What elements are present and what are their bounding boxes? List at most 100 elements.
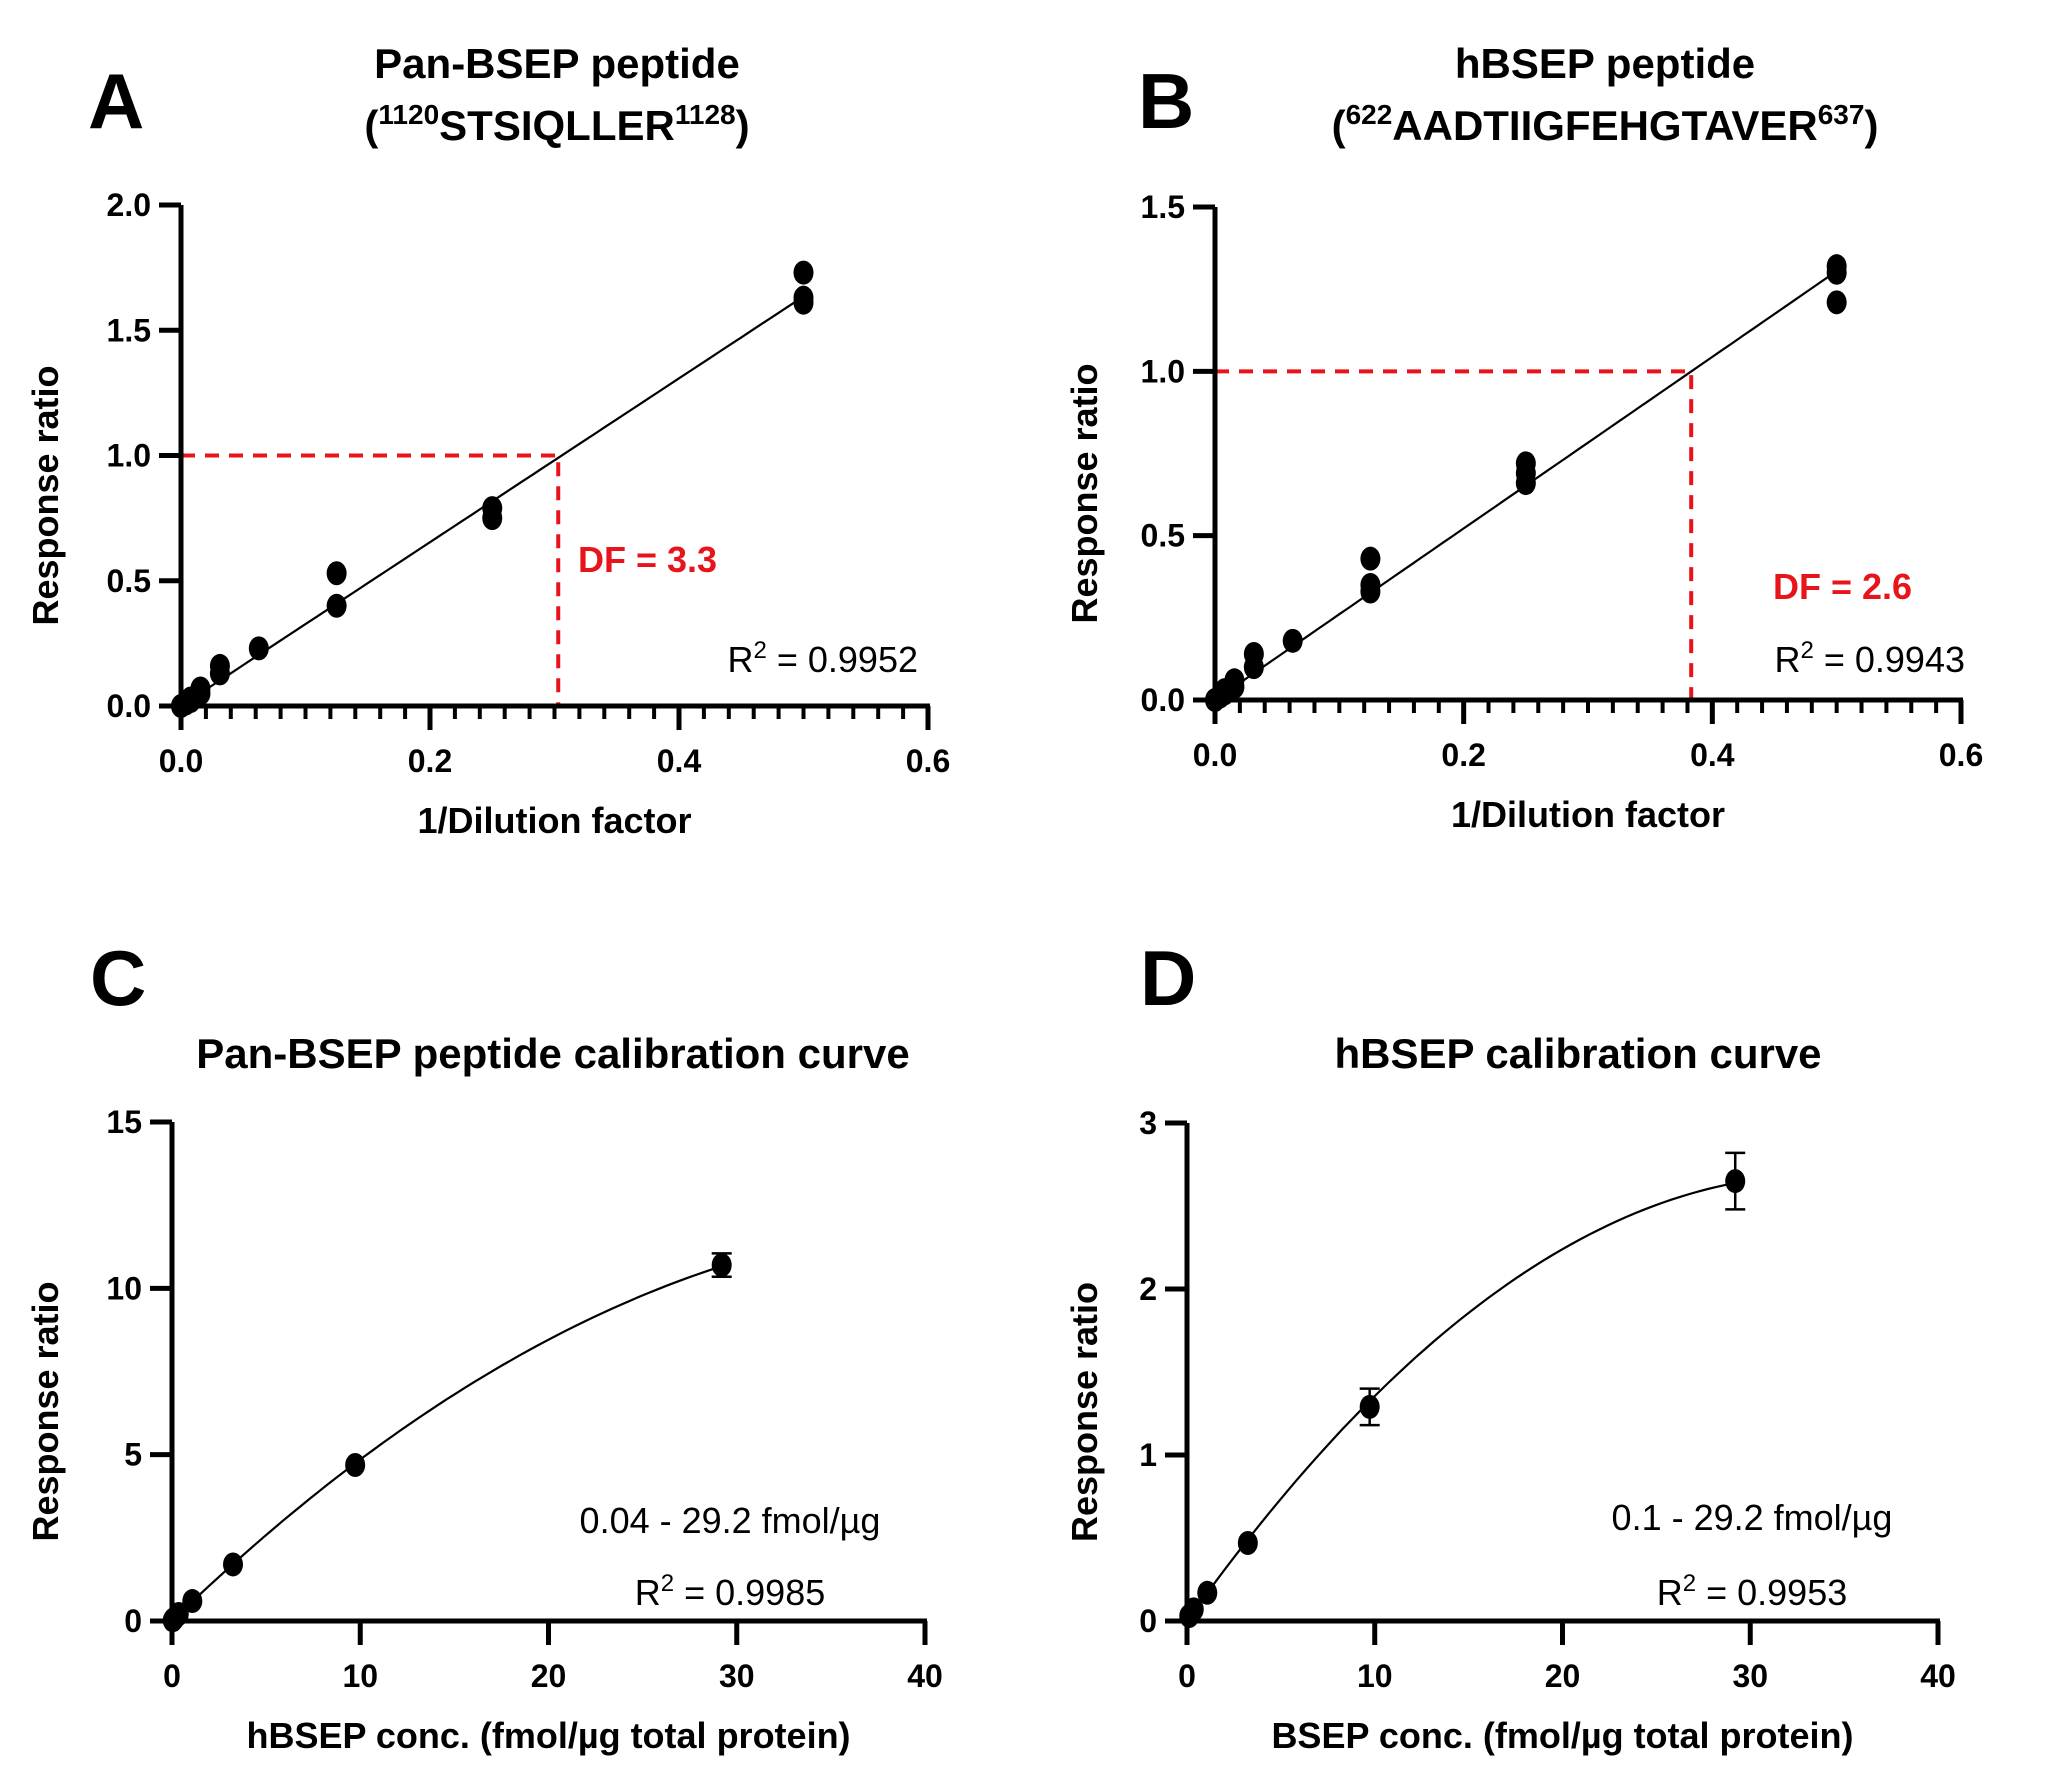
reference-guide-line xyxy=(181,453,561,706)
plot-area-b: 0.0 0.5 1.0 1.5 0.0 0.2 0.4 0.6 1/Dilution facto… xyxy=(1064,189,1983,835)
r2-value: = 0.9953 xyxy=(1696,1572,1847,1613)
x-tick-label: 0.2 xyxy=(1441,737,1485,773)
data-point xyxy=(1205,688,1225,712)
y-tick-label: 15 xyxy=(106,1104,142,1140)
data-point xyxy=(1243,655,1264,680)
y-tick-label: 1.5 xyxy=(1141,189,1185,225)
y-axis-label: Response ratio xyxy=(25,365,66,625)
data-point xyxy=(482,506,503,531)
x-tick-label: 0.6 xyxy=(1939,737,1983,773)
panel-b-title-line2: (622AADTIIGFEHGTAVER637) xyxy=(1332,99,1879,149)
panel-c: C Pan-BSEP peptide calibration curve 0 5 1… xyxy=(25,934,943,1756)
data-point xyxy=(793,260,814,285)
r-squared-d: R2 = 0.9953 xyxy=(1657,1570,1848,1613)
title-sequence: AADTIIGFEHGTAVER xyxy=(1392,102,1817,149)
title-sup-start: 1120 xyxy=(378,99,439,130)
title-close-paren: ) xyxy=(736,102,750,149)
data-point xyxy=(1183,1597,1204,1622)
x-tick-label: 0.2 xyxy=(408,743,452,779)
y-tick-label: 1 xyxy=(1139,1437,1157,1473)
x-tick-label: 0.6 xyxy=(906,743,950,779)
r2-prefix: R xyxy=(1657,1572,1683,1613)
data-point xyxy=(1359,1394,1380,1419)
y-tick-label: 0 xyxy=(124,1603,142,1639)
panel-b: B hBSEP peptide (622AADTIIGFEHGTAVER637)… xyxy=(1064,40,1983,835)
data-point xyxy=(1197,1580,1218,1605)
fit-curve xyxy=(171,1265,723,1622)
plot-area-c: 0 5 10 15 0 10 20 30 40 hBSEP conc. (fmol/µg tota… xyxy=(25,1104,943,1756)
x-tick-label: 20 xyxy=(531,1658,567,1694)
y-tick-label: 1.0 xyxy=(1141,353,1185,389)
panel-a: A Pan-BSEP peptide (1120STSIQLLER1128) 0… xyxy=(25,40,950,841)
y-axis-label: Response ratio xyxy=(25,1281,66,1541)
x-tick-label: 0 xyxy=(163,1658,181,1694)
title-sup-start: 622 xyxy=(1346,99,1393,130)
data-point xyxy=(222,1552,243,1577)
data-point xyxy=(793,290,814,315)
x-tick-label: 0.4 xyxy=(1690,737,1735,773)
panel-letter-c: C xyxy=(90,934,146,1022)
data-point xyxy=(1826,260,1847,285)
x-tick-label: 10 xyxy=(342,1658,378,1694)
y-tick-label: 2 xyxy=(1139,1271,1157,1307)
y-tick-label: 10 xyxy=(106,1270,142,1306)
y-axis-label: Response ratio xyxy=(1064,1282,1105,1542)
title-sup-end: 637 xyxy=(1818,99,1865,130)
y-tick-label: 5 xyxy=(124,1437,142,1473)
r-squared-c: R2 = 0.9985 xyxy=(635,1570,826,1613)
x-axis-label: BSEP conc. (fmol/µg total protein) xyxy=(1271,1715,1853,1756)
r2-sup: 2 xyxy=(1801,637,1814,664)
data-point xyxy=(168,1602,189,1627)
r2-sup: 2 xyxy=(661,1570,674,1597)
x-tick-label: 30 xyxy=(719,1658,755,1694)
df-label-a: DF = 3.3 xyxy=(578,539,717,580)
fit-curve xyxy=(1186,1181,1736,1622)
data-point xyxy=(1725,1169,1746,1194)
x-tick-label: 0 xyxy=(1178,1658,1196,1694)
data-point xyxy=(248,636,269,661)
r2-prefix: R xyxy=(635,1572,661,1613)
y-axis-label: Response ratio xyxy=(1064,363,1105,623)
x-tick-label: 40 xyxy=(1920,1658,1956,1694)
r2-prefix: R xyxy=(728,639,754,680)
data-point xyxy=(1360,579,1381,604)
r2-value: = 0.9985 xyxy=(674,1572,825,1613)
title-open-paren: ( xyxy=(364,102,378,149)
panel-a-title-line2: (1120STSIQLLER1128) xyxy=(364,99,749,149)
x-axis-label: 1/Dilution factor xyxy=(417,800,691,841)
panel-c-title: Pan-BSEP peptide calibration curve xyxy=(196,1030,909,1077)
title-close-paren: ) xyxy=(1864,102,1878,149)
data-point xyxy=(209,661,230,686)
x-axis-label: 1/Dilution factor xyxy=(1451,794,1725,835)
x-tick-label: 0.0 xyxy=(1193,737,1237,773)
panel-d-title: hBSEP calibration curve xyxy=(1334,1030,1821,1077)
y-tick-label: 1.5 xyxy=(107,312,151,348)
data-point xyxy=(171,694,191,718)
y-tick-label: 0.5 xyxy=(1141,518,1185,554)
r2-sup: 2 xyxy=(754,637,767,664)
panel-letter-a: A xyxy=(88,57,144,145)
data-point xyxy=(182,1589,203,1614)
panel-letter-b: B xyxy=(1138,57,1194,145)
data-point xyxy=(1282,628,1303,653)
title-sup-end: 1128 xyxy=(675,99,736,130)
x-tick-label: 0.0 xyxy=(159,743,203,779)
r2-value: = 0.9943 xyxy=(1814,639,1965,680)
data-point xyxy=(326,561,347,586)
data-point xyxy=(711,1253,732,1278)
title-sequence: STSIQLLER xyxy=(439,102,675,149)
y-tick-label: 0 xyxy=(1139,1603,1157,1639)
df-label-b: DF = 2.6 xyxy=(1773,566,1912,607)
r-squared-a: R2 = 0.9952 xyxy=(728,637,919,680)
x-tick-label: 0.4 xyxy=(657,743,702,779)
r2-prefix: R xyxy=(1775,639,1801,680)
title-open-paren: ( xyxy=(1332,102,1346,149)
data-point xyxy=(1515,471,1536,496)
range-label-c: 0.04 - 29.2 fmol/µg xyxy=(580,1500,881,1541)
y-tick-label: 0.0 xyxy=(107,688,151,724)
data-point xyxy=(1360,546,1381,571)
x-tick-label: 40 xyxy=(907,1658,943,1694)
y-tick-label: 1.0 xyxy=(107,438,151,474)
